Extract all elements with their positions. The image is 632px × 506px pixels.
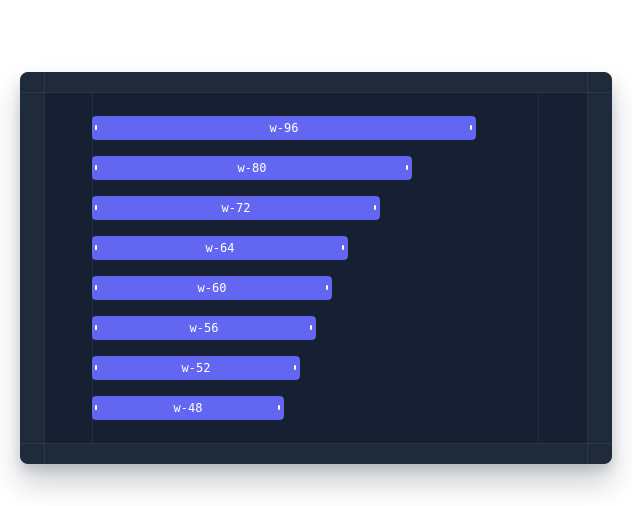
guide-line-bottom — [20, 443, 612, 444]
width-bar-label: w-56 — [189, 321, 219, 335]
bar-end-marker — [470, 125, 472, 130]
guide-line-right — [587, 72, 588, 464]
bar-start-marker — [95, 245, 97, 250]
bar-start-marker — [95, 285, 97, 290]
preview-canvas — [44, 92, 588, 443]
bar-start-marker — [95, 365, 97, 370]
width-bar: w-96 — [92, 116, 476, 140]
bar-end-marker — [294, 365, 296, 370]
width-bar-label: w-72 — [221, 201, 251, 215]
width-bar-label: w-64 — [205, 241, 235, 255]
width-bar-label: w-60 — [197, 281, 227, 295]
bar-start-marker — [95, 165, 97, 170]
width-bar-label: w-80 — [237, 161, 267, 175]
width-bar: w-56 — [92, 316, 316, 340]
bar-end-marker — [326, 285, 328, 290]
width-bar: w-52 — [92, 356, 300, 380]
guide-line-left — [44, 72, 45, 464]
bar-end-marker — [310, 325, 312, 330]
bar-end-marker — [342, 245, 344, 250]
bar-start-marker — [95, 325, 97, 330]
width-bar: w-60 — [92, 276, 332, 300]
bar-start-marker — [95, 205, 97, 210]
bar-end-marker — [374, 205, 376, 210]
bar-end-marker — [406, 165, 408, 170]
bar-start-marker — [95, 125, 97, 130]
guide-line-content-right — [538, 92, 539, 443]
width-bar-label: w-96 — [269, 121, 299, 135]
width-bar-label: w-52 — [181, 361, 211, 375]
width-bar: w-48 — [92, 396, 284, 420]
bar-end-marker — [278, 405, 280, 410]
guide-line-top — [20, 92, 612, 93]
width-bar-label: w-48 — [173, 401, 203, 415]
width-bar: w-80 — [92, 156, 412, 180]
bar-start-marker — [95, 405, 97, 410]
example-card: w-96 w-80 w-72 w-64 w-60 w-56 — [20, 72, 612, 464]
width-bar: w-64 — [92, 236, 348, 260]
guide-line-content-left — [92, 92, 93, 443]
width-bar: w-72 — [92, 196, 380, 220]
